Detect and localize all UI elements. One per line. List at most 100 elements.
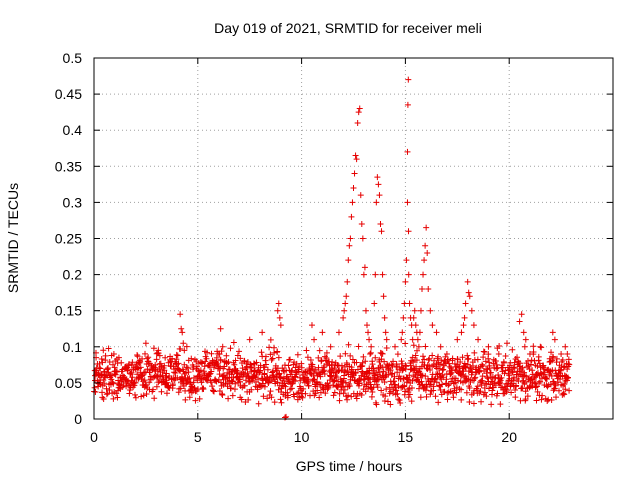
background-point (103, 391, 110, 398)
background-point (388, 361, 395, 368)
background-point (397, 399, 404, 406)
background-point (144, 366, 151, 373)
background-point (529, 367, 536, 374)
background-point (481, 348, 488, 355)
background-point (514, 354, 521, 361)
background-point (430, 383, 437, 390)
background-point (463, 389, 470, 396)
background-point (524, 393, 531, 400)
background-point (402, 388, 409, 395)
background-point (395, 396, 402, 403)
background-point (516, 360, 523, 367)
background-point (437, 387, 444, 394)
y-tick-labels: 0 0.05 0.1 0.15 0.2 0.25 0.3 0.35 0.4 0.45 0.5 (55, 50, 82, 427)
background-point (422, 373, 429, 380)
background-point (209, 383, 216, 390)
background-point (225, 359, 232, 366)
background-point (134, 353, 141, 360)
background-point (389, 362, 396, 369)
background-point (103, 385, 110, 392)
data-point (485, 343, 492, 350)
data-point (373, 199, 380, 206)
background-point (464, 361, 471, 368)
background-point (291, 393, 298, 400)
background-point (508, 389, 515, 396)
background-point (150, 386, 157, 393)
background-point (257, 362, 264, 369)
background-point (274, 379, 281, 386)
background-point (264, 395, 271, 402)
background-point (481, 389, 488, 396)
background-point (275, 354, 282, 361)
background-point (193, 363, 200, 370)
background-point (521, 372, 528, 379)
data-point (246, 336, 253, 343)
data-point (342, 300, 349, 307)
background-point (497, 377, 504, 384)
background-point (295, 368, 302, 375)
background-point (394, 351, 401, 358)
background-point (338, 362, 345, 369)
background-point (560, 364, 567, 371)
background-point (349, 356, 356, 363)
data-point (422, 242, 429, 249)
background-point (241, 382, 248, 389)
background-point (132, 394, 139, 401)
background-point (153, 383, 160, 390)
data-point (115, 354, 122, 361)
background-point (267, 388, 274, 395)
background-point (544, 397, 551, 404)
background-point (203, 376, 210, 383)
data-point (406, 300, 413, 307)
background-point (208, 379, 215, 386)
data-point (379, 271, 386, 278)
data-point (399, 329, 406, 336)
background-point (285, 375, 292, 382)
background-point (393, 387, 400, 394)
background-point (182, 369, 189, 376)
background-point (477, 388, 484, 395)
background-point (314, 387, 321, 394)
background-point (126, 360, 133, 367)
background-point (314, 378, 321, 385)
data-point (362, 307, 369, 314)
data-point (308, 322, 315, 329)
background-point (478, 382, 485, 389)
background-point (278, 385, 285, 392)
background-point (418, 378, 425, 385)
data-point (335, 329, 342, 336)
background-point (356, 375, 363, 382)
background-point (465, 355, 472, 362)
background-point (297, 377, 304, 384)
background-point (105, 345, 112, 352)
background-point (384, 398, 391, 405)
background-point (446, 363, 453, 370)
data-point (464, 278, 471, 285)
y-tick-label: 0.05 (55, 375, 82, 391)
background-point (402, 340, 409, 347)
background-point (371, 372, 378, 379)
data-point (345, 257, 352, 264)
background-point (537, 378, 544, 385)
background-point (271, 399, 278, 406)
data-point (470, 322, 477, 329)
background-point (236, 348, 243, 355)
background-point (303, 347, 310, 354)
data-point (458, 329, 465, 336)
background-point (106, 387, 113, 394)
background-point (253, 359, 260, 366)
background-point (394, 390, 401, 397)
background-point (254, 386, 261, 393)
background-point (244, 370, 251, 377)
background-point (399, 360, 406, 367)
background-point (497, 375, 504, 382)
background-point (450, 394, 457, 401)
data-point (421, 257, 428, 264)
data-point (437, 343, 444, 350)
background-point (398, 358, 405, 365)
background-point (114, 394, 121, 401)
background-point (534, 388, 541, 395)
background-point (229, 392, 236, 399)
background-point (186, 394, 193, 401)
background-point (340, 390, 347, 397)
